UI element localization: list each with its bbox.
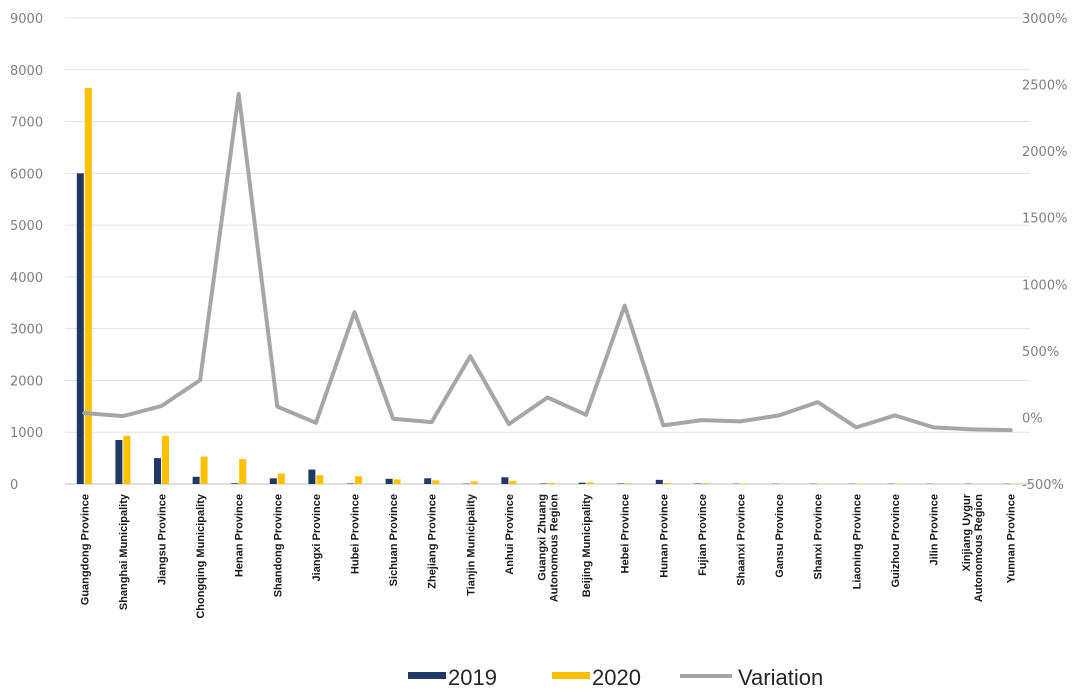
bar-2020 <box>509 480 517 484</box>
bar-2019 <box>501 477 509 484</box>
legend: 2019 2020 Variation <box>408 665 823 690</box>
category-label: Tianjin Municipality <box>465 493 477 596</box>
category-label: Jilin Province <box>929 494 941 566</box>
bar-2019 <box>578 482 586 484</box>
bar-2020 <box>432 480 440 484</box>
bar-2020 <box>84 87 92 485</box>
category-label: Henan Province <box>234 494 246 577</box>
left-tick-label: 6000 <box>10 167 43 182</box>
bar-2020 <box>702 483 710 484</box>
right-tick-label: -500% <box>1022 478 1064 493</box>
bar-2019 <box>115 439 123 484</box>
bar-2020 <box>277 473 285 484</box>
left-tick-label: 8000 <box>10 64 43 79</box>
category-axis: Guangdong Province Shanghai Municipality J… <box>79 493 1017 619</box>
right-axis: -500% 0% 500% 1000% 1500% 2000% 2500% 3000% <box>1022 12 1067 493</box>
bar-2020 <box>316 475 324 484</box>
left-tick-label: 3000 <box>10 323 43 338</box>
bar-2020 <box>741 483 748 484</box>
legend-swatch-2020 <box>552 672 590 679</box>
category-label: Sichuan Province <box>388 494 400 586</box>
category-label: Jiangxi Province <box>311 494 323 581</box>
category-label: Guizhou Province <box>890 494 902 588</box>
category-label: Shaanxi Province <box>736 494 748 586</box>
bar-2019 <box>308 469 316 484</box>
category-label: Gansu Province <box>774 494 786 578</box>
category-label: Chongqing Municipality <box>195 493 207 619</box>
left-tick-label: 2000 <box>10 374 43 389</box>
category-label: Xinjiang UygurAutonomous Region <box>961 493 985 602</box>
bar-2019 <box>231 483 239 484</box>
bar-2019 <box>617 483 625 484</box>
bar-2020 <box>123 435 131 484</box>
bar-2020 <box>162 435 169 484</box>
gridlines <box>65 17 1030 485</box>
category-label: Jiangsu Province <box>157 494 169 585</box>
category-label: Fujian Province <box>697 494 709 576</box>
left-axis: 0 1000 2000 3000 4000 5000 6000 7000 8000 9000 <box>10 12 43 493</box>
bar-2019 <box>694 483 702 484</box>
bar-2020 <box>239 459 247 484</box>
right-tick-label: 1000% <box>1022 278 1067 293</box>
right-tick-label: 0% <box>1022 411 1043 426</box>
category-label: Shanghai Municipality <box>118 493 130 610</box>
category-label: Hunan Province <box>658 494 670 578</box>
left-tick-label: 1000 <box>10 426 43 441</box>
legend-label-2020: 2020 <box>592 665 641 690</box>
bar-2020 <box>586 482 594 484</box>
bar-2020 <box>470 481 478 484</box>
category-label: Yunnan Province <box>1006 494 1018 583</box>
category-label: Shanxi Province <box>813 494 825 580</box>
bar-2020 <box>625 483 633 484</box>
legend-label-variation: Variation <box>738 665 823 690</box>
right-tick-label: 3000% <box>1022 12 1067 27</box>
bar-2019 <box>192 476 200 484</box>
legend-label-2019: 2019 <box>448 665 497 690</box>
category-label: Hubei Province <box>350 494 362 574</box>
category-label: Guangdong Province <box>79 494 91 605</box>
category-label: Liaoning Province <box>851 494 863 589</box>
bar-2019 <box>424 478 432 484</box>
right-tick-label: 1500% <box>1022 212 1067 227</box>
bar-2019 <box>385 478 393 484</box>
category-label: Zhejiang Province <box>427 494 439 589</box>
left-tick-label: 4000 <box>10 271 43 286</box>
category-label: Anhui Province <box>504 494 516 575</box>
bar-2020 <box>355 476 362 484</box>
bar-2019 <box>76 173 84 485</box>
right-tick-label: 2000% <box>1022 145 1067 160</box>
left-tick-label: 9000 <box>10 12 43 27</box>
bar-2019 <box>269 478 277 484</box>
bar-2020 <box>200 456 208 484</box>
bar-2020 <box>393 479 401 484</box>
left-tick-label: 7000 <box>10 116 43 131</box>
right-tick-label: 2500% <box>1022 79 1067 94</box>
bar-2019 <box>154 458 161 484</box>
bar-series <box>76 87 1019 485</box>
bar-2019 <box>347 483 354 484</box>
bar-2020 <box>548 482 555 484</box>
variation-line <box>82 91 1013 433</box>
variation-line-series <box>82 91 1013 433</box>
bar-2020 <box>663 482 671 484</box>
category-label: Shandong Province <box>272 494 284 597</box>
bar-2019 <box>540 483 547 484</box>
category-label: Beijing Municipality <box>581 493 593 597</box>
right-tick-label: 500% <box>1022 345 1059 360</box>
category-label: Hebei Province <box>620 494 632 573</box>
bar-2019 <box>655 479 663 484</box>
left-tick-label: 0 <box>10 478 18 493</box>
category-label: Guangxi ZhuangAutonomous Region <box>537 494 561 602</box>
left-tick-label: 5000 <box>10 219 43 234</box>
legend-swatch-2019 <box>408 672 446 679</box>
